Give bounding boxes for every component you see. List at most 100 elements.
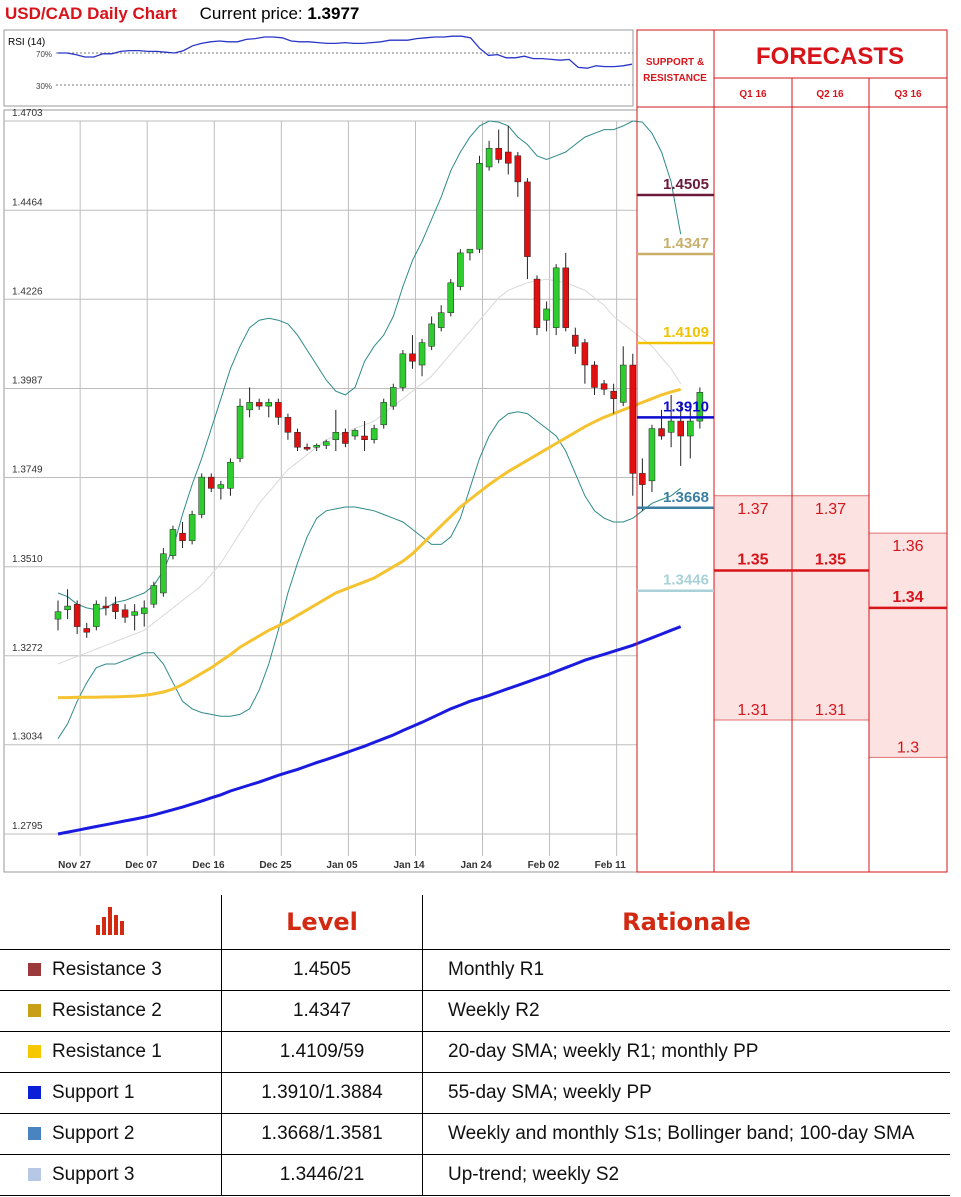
- candle-body: [533, 278, 541, 328]
- candle: [610, 383, 617, 414]
- chart-title: USD/CAD Daily Chart: [5, 4, 177, 23]
- row-name: Resistance 1: [0, 1031, 222, 1073]
- candle: [217, 480, 225, 500]
- y-tick-label: 1.3034: [12, 732, 43, 743]
- candle: [437, 305, 445, 332]
- row-name-text: Support 3: [52, 1164, 135, 1185]
- bollinger-lower-band: [57, 411, 682, 739]
- candle-body: [169, 529, 177, 556]
- candle-body: [543, 308, 550, 321]
- forecast-range: [792, 495, 869, 721]
- sr-panel-label-2: RESISTANCE: [643, 73, 707, 84]
- forecast-mid-label: 1.34: [892, 589, 923, 606]
- candle-body: [658, 428, 665, 437]
- candle: [370, 424, 378, 444]
- forecast-col-label-q2: Q2 16: [816, 89, 844, 100]
- rsi-level-70-label: 70%: [36, 50, 52, 59]
- candle-body: [303, 446, 311, 450]
- row-name-text: Support 1: [52, 1082, 135, 1103]
- price-grid: [4, 120, 637, 856]
- candle-body: [227, 461, 234, 489]
- candle: [160, 548, 167, 597]
- candle: [505, 125, 512, 175]
- candle: [351, 428, 359, 440]
- row-name: Support 2: [0, 1113, 222, 1155]
- forecast-col-label-q3: Q3 16: [894, 89, 922, 100]
- candle-body: [639, 473, 646, 485]
- forecast-range: [869, 533, 947, 758]
- candle: [466, 248, 474, 261]
- candle-body: [64, 605, 71, 611]
- table-row: Resistance 2 1.4347 Weekly R2: [0, 990, 950, 1032]
- candle: [208, 473, 215, 493]
- candle-body: [102, 605, 110, 609]
- candle: [619, 346, 627, 407]
- candle-body: [380, 402, 387, 426]
- row-level: 1.4505: [221, 949, 423, 991]
- candle-body: [610, 390, 617, 399]
- candle: [485, 140, 493, 171]
- level-color-swatch: [28, 1168, 41, 1181]
- candle-body: [255, 402, 263, 407]
- candle: [102, 596, 110, 616]
- level-color-swatch: [28, 1086, 41, 1099]
- y-tick-label: 1.4464: [12, 197, 43, 208]
- candle-body: [562, 267, 569, 328]
- candle: [255, 398, 263, 410]
- row-name: Resistance 2: [0, 990, 222, 1032]
- x-tick-label: Nov 27: [58, 860, 91, 871]
- bollinger-middle-line: [57, 278, 682, 665]
- candle: [361, 421, 368, 451]
- candle: [131, 604, 138, 631]
- y-axis-ticks: 1.4703 1.4464 1.4226 1.3987 1.3749 1.3510 1.32…: [12, 108, 43, 832]
- candle: [198, 473, 205, 519]
- candle-body: [524, 181, 531, 257]
- candle-body: [447, 282, 455, 313]
- candle-body: [351, 430, 359, 437]
- level-color-swatch: [28, 1004, 41, 1017]
- forecast-col-label-q1: Q1 16: [739, 89, 767, 100]
- forecast-range: [714, 495, 792, 721]
- level-color-swatch: [28, 963, 41, 976]
- candle: [658, 409, 665, 440]
- candle-body: [485, 148, 493, 168]
- candle: [390, 383, 397, 410]
- candle-body: [409, 353, 416, 362]
- sr-level-label: 1.4109: [663, 324, 709, 341]
- table-row: Support 1 1.3910/1.3884 55-day SMA; weekly…: [0, 1072, 950, 1114]
- candle: [648, 424, 656, 493]
- candle: [514, 152, 522, 197]
- candle-body: [322, 441, 330, 446]
- candle: [533, 275, 541, 336]
- candle-body: [83, 628, 90, 633]
- rsi-line: [58, 35, 633, 69]
- sr-level-label: 1.4347: [663, 235, 709, 252]
- row-name-text: Resistance 1: [52, 1041, 162, 1062]
- candle: [409, 335, 416, 369]
- forecast-low-label: 1.31: [737, 702, 768, 719]
- candle-body: [581, 342, 589, 366]
- candle-body: [131, 611, 138, 616]
- candle-body: [619, 364, 627, 403]
- rsi-label: RSI (14): [8, 37, 45, 48]
- price-panel: [3, 109, 638, 873]
- candle: [600, 379, 608, 395]
- row-name: Resistance 3: [0, 949, 222, 991]
- candle: [303, 443, 311, 451]
- candle: [169, 525, 177, 560]
- candle: [121, 604, 129, 623]
- candle-body: [246, 402, 253, 411]
- y-tick-label: 1.4703: [12, 108, 43, 119]
- candle-body: [294, 432, 301, 448]
- candle: [562, 252, 569, 332]
- candle-body: [399, 353, 407, 388]
- candle-body: [476, 162, 483, 250]
- price-value: 1.3977: [307, 4, 360, 23]
- candle-body: [121, 609, 129, 618]
- candle-body: [188, 514, 196, 541]
- row-rationale: 20-day SMA; weekly R1; monthly PP: [422, 1031, 950, 1073]
- support-resistance-levels: 1.4505 1.4347 1.4109 1.3910 1.3668 1.3446: [637, 176, 714, 592]
- table-row: Support 3 1.3446/21 Up-trend; weekly S2: [0, 1154, 950, 1196]
- candle: [581, 338, 589, 384]
- candle-body: [418, 342, 426, 366]
